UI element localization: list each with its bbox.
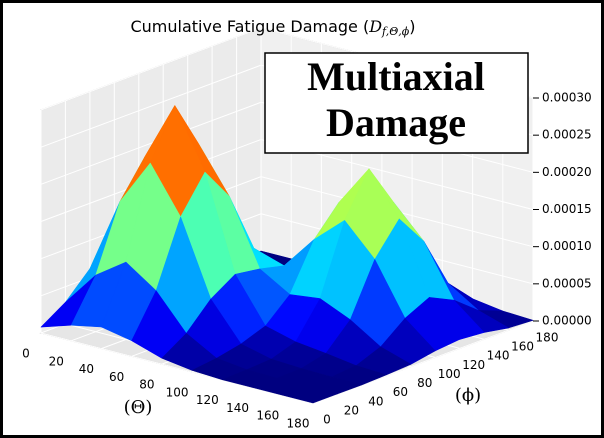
y-tick-label: 140 [487, 349, 510, 363]
grid-line [40, 138, 534, 222]
x-tick-label: 80 [139, 378, 154, 392]
title-text: Cumulative Fatigue Damage ( [130, 17, 369, 36]
annotation-line: Multiaxial [307, 54, 485, 99]
y-tick-label: 100 [438, 367, 461, 381]
x-tick-label: 60 [109, 370, 124, 384]
annotation-box [264, 52, 529, 154]
title-close: ) [409, 17, 415, 36]
y-tick-label: 40 [368, 394, 383, 408]
x-tick-label: 140 [226, 401, 249, 415]
z-tick-label: 0.00005 [542, 276, 592, 290]
title-symbol: D [368, 17, 382, 36]
z-tick-label: 0.00030 [542, 91, 592, 105]
y-tick-label: 160 [511, 340, 534, 354]
z-tick-label: 0.00015 [542, 202, 592, 216]
y-tick-label: 0 [323, 413, 331, 427]
y-tick-label: 120 [462, 358, 485, 372]
x-axis-label: (Θ) [124, 397, 153, 418]
y-tick-label: 60 [393, 385, 408, 399]
x-tick-label: 160 [256, 409, 279, 423]
surface-cell [282, 385, 338, 404]
x-tick-label: 180 [287, 417, 310, 431]
x-tick-label: 0 [22, 347, 30, 361]
x-tick-label: 20 [49, 354, 64, 368]
title-subscript: f,Θ,ϕ [381, 25, 410, 38]
y-tick-label: 20 [344, 403, 359, 417]
surface [40, 105, 534, 404]
x-tick-label: 120 [196, 393, 219, 407]
x-tick-label: 40 [79, 362, 94, 376]
z-tick-label: 0.00020 [542, 165, 592, 179]
x-tick-label: 100 [166, 385, 189, 399]
z-tick-label: 0.00000 [542, 314, 592, 328]
annotation-line: Damage [326, 100, 466, 145]
chart-title: Cumulative Fatigue Damage (Df,Θ,ϕ) [130, 17, 415, 39]
y-axis-label: (ϕ) [455, 385, 481, 406]
z-tick-label: 0.00025 [542, 128, 592, 142]
z-tick-label: 0.00010 [542, 239, 592, 253]
y-tick-label: 80 [417, 376, 432, 390]
y-tick-label: 180 [536, 331, 559, 345]
